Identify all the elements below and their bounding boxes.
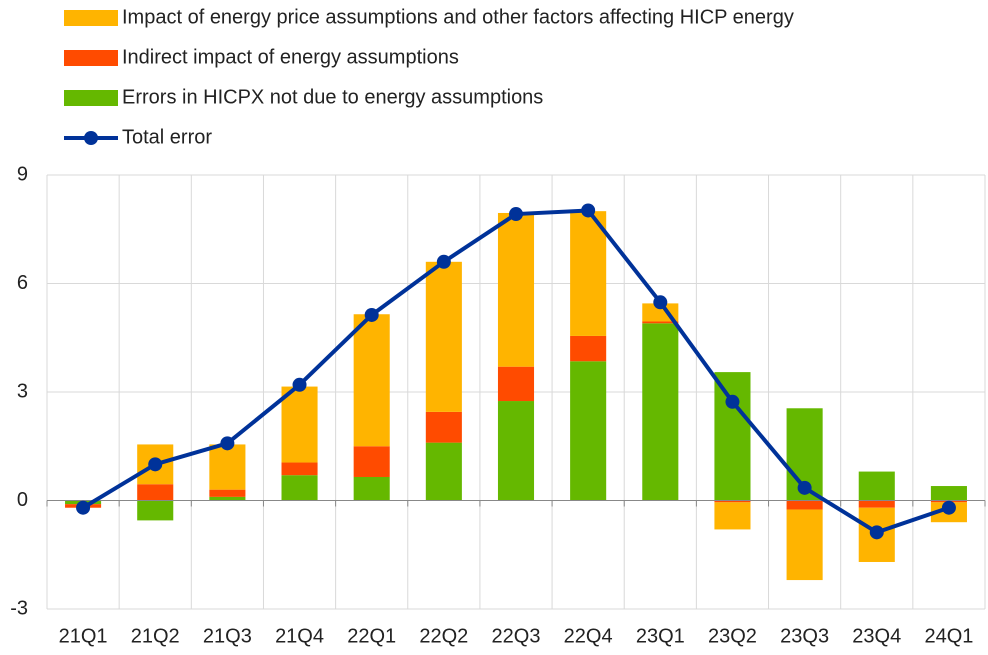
bar (497, 366, 535, 402)
line-marker (220, 436, 235, 451)
y-tick-label: 3 (17, 380, 28, 402)
bar (209, 489, 246, 497)
bar (353, 314, 390, 447)
line-marker (797, 480, 812, 495)
bar (786, 509, 823, 581)
line-marker (76, 500, 91, 515)
x-tick-label: 21Q3 (203, 625, 252, 647)
bar (281, 475, 318, 501)
x-tick-label: 22Q3 (492, 625, 541, 647)
x-tick-label: 22Q2 (419, 625, 468, 647)
bar (425, 411, 462, 443)
x-tick-label: 21Q1 (59, 625, 108, 647)
x-tick-label: 21Q2 (131, 625, 180, 647)
line-marker (364, 307, 379, 322)
x-tick-label: 23Q3 (780, 625, 829, 647)
bar (137, 500, 174, 521)
bar (858, 471, 895, 501)
bar (353, 446, 390, 477)
x-tick-label: 22Q4 (564, 625, 613, 647)
x-tick-label: 22Q1 (347, 625, 396, 647)
legend-swatch (64, 90, 118, 106)
legend-label: Errors in HICPX not due to energy assump… (122, 86, 543, 108)
bar (209, 444, 246, 490)
bar (209, 496, 246, 501)
legend-label: Total error (122, 126, 212, 148)
bar (281, 462, 318, 476)
bar (137, 484, 174, 501)
x-tick-label: 23Q2 (708, 625, 757, 647)
bar (930, 486, 967, 501)
line-marker (653, 295, 668, 310)
bar (570, 335, 607, 362)
x-tick-label: 23Q4 (852, 625, 901, 647)
line-marker (292, 377, 307, 392)
bar (786, 500, 823, 510)
x-tick-label: 24Q1 (924, 625, 973, 647)
bar (714, 500, 751, 503)
x-tick-label: 21Q4 (275, 625, 324, 647)
y-tick-label: 6 (17, 272, 28, 294)
bar (425, 442, 462, 501)
bar (281, 386, 318, 463)
line-marker (148, 457, 163, 472)
y-tick-label: -3 (10, 597, 28, 619)
line-marker (869, 525, 884, 540)
bar (714, 502, 751, 530)
bar (642, 321, 679, 324)
legend-swatch (64, 10, 118, 26)
line-marker (725, 394, 740, 409)
bar (353, 476, 390, 501)
legend-label: Indirect impact of energy assumptions (122, 46, 459, 68)
bar (425, 261, 462, 412)
bar (497, 401, 535, 501)
bar (714, 372, 751, 501)
y-tick-label: 0 (17, 489, 28, 511)
legend-marker (84, 131, 98, 145)
bar (570, 361, 607, 501)
line-marker (581, 203, 596, 218)
line-marker (941, 500, 956, 515)
line-marker (436, 254, 451, 269)
bar (497, 212, 535, 367)
x-tick-label: 23Q1 (636, 625, 685, 647)
bar (642, 323, 679, 501)
line-marker (509, 207, 523, 222)
legend-swatch (64, 50, 118, 66)
y-tick-label: 9 (17, 163, 28, 185)
bar (858, 500, 895, 508)
bar (570, 211, 607, 336)
legend-label: Impact of energy price assumptions and o… (122, 6, 794, 28)
